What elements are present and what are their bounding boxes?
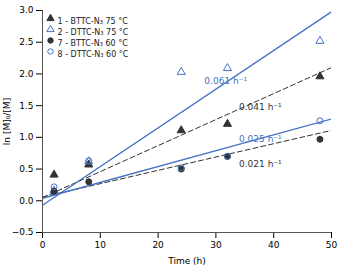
svg-text:10: 10 xyxy=(95,240,107,250)
svg-text:1.0: 1.0 xyxy=(19,132,34,142)
svg-text:40: 40 xyxy=(268,240,280,250)
svg-text:−0.5: −0.5 xyxy=(12,227,34,237)
svg-text:0: 0 xyxy=(40,240,46,250)
svg-text:8 - DTTC-N₃ 60 °C: 8 - DTTC-N₃ 60 °C xyxy=(58,50,129,59)
svg-text:2.5: 2.5 xyxy=(19,37,33,47)
svg-text:30: 30 xyxy=(210,240,222,250)
svg-text:50: 50 xyxy=(326,240,338,250)
svg-text:1.5: 1.5 xyxy=(19,101,33,111)
svg-text:0.0: 0.0 xyxy=(19,196,34,206)
svg-text:0.025 h⁻¹: 0.025 h⁻¹ xyxy=(239,134,282,144)
svg-text:Time (h): Time (h) xyxy=(167,256,206,266)
svg-text:1 - BTTC-N₃ 75 °C: 1 - BTTC-N₃ 75 °C xyxy=(58,17,129,26)
svg-text:0.5: 0.5 xyxy=(19,164,33,174)
svg-text:2 - DTTC-N₃ 75 °C: 2 - DTTC-N₃ 75 °C xyxy=(58,28,129,37)
svg-text:2.0: 2.0 xyxy=(19,69,34,79)
svg-text:20: 20 xyxy=(152,240,164,250)
svg-text:0.061 h⁻¹: 0.061 h⁻¹ xyxy=(204,76,247,86)
svg-text:0.021 h⁻¹: 0.021 h⁻¹ xyxy=(239,159,282,169)
svg-text:7 - BTTC-N₃ 60 °C: 7 - BTTC-N₃ 60 °C xyxy=(58,39,129,48)
svg-text:0.041 h⁻¹: 0.041 h⁻¹ xyxy=(239,102,282,112)
svg-text:ln [M]₀/[M]: ln [M]₀/[M] xyxy=(2,98,12,145)
svg-text:3.0: 3.0 xyxy=(19,5,34,15)
